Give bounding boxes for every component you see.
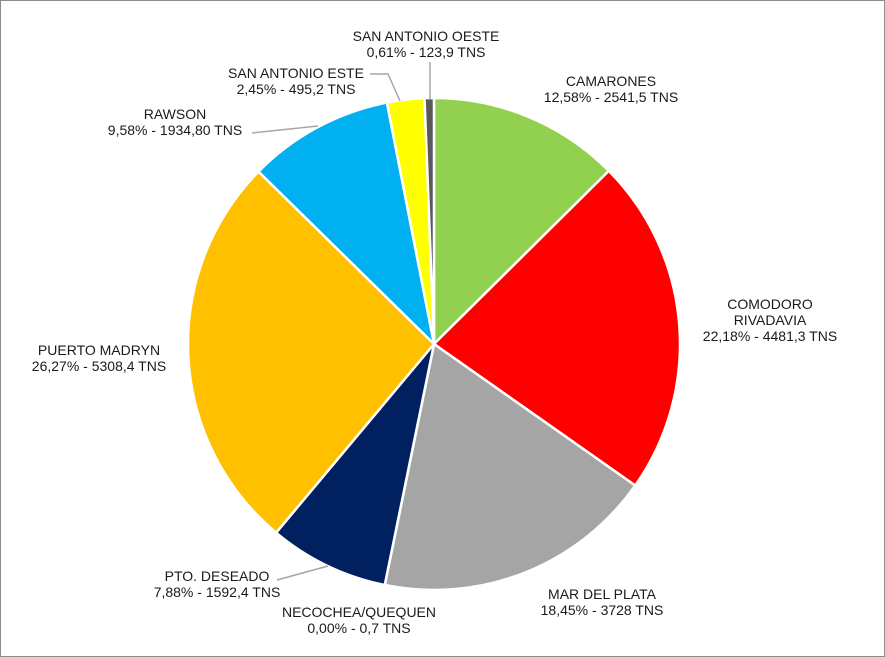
data-label-san-antonio-oeste: SAN ANTONIO OESTE 0,61% - 123,9 TNS (353, 28, 500, 60)
data-label-puerto-madryn: PUERTO MADRYN 26,27% - 5308,4 TNS (32, 342, 166, 374)
data-label-line: SAN ANTONIO ESTE (228, 65, 364, 81)
data-label-line: 22,18% - 4481,3 TNS (703, 328, 837, 344)
data-label-line: SAN ANTONIO OESTE (353, 28, 500, 44)
data-label-san-antonio-este: SAN ANTONIO ESTE 2,45% - 495,2 TNS (228, 65, 364, 97)
data-label-line: CAMARONES (566, 73, 656, 89)
data-label-line: 0,00% - 0,7 TNS (307, 620, 410, 636)
data-label-line: 12,58% - 2541,5 TNS (544, 89, 678, 105)
pie-slices (186, 96, 682, 592)
pie-slice-puerto-madryn (186, 170, 436, 534)
pie-slice-comodoro-rivadavia (432, 169, 682, 487)
data-label-necochea-quequen: NECOCHEA/QUEQUEN 0,00% - 0,7 TNS (282, 604, 436, 636)
leader-line-rawson (251, 125, 319, 134)
data-labels: CAMARONES 12,58% - 2541,5 TNS COMODORO RIVA… (32, 28, 837, 636)
data-label-line: 7,88% - 1592,4 TNS (154, 584, 281, 600)
data-label-mar-del-plata: MAR DEL PLATA 18,45% - 3728 TNS (541, 586, 664, 618)
data-label-line: COMODORO (727, 296, 813, 312)
data-label-line: PUERTO MADRYN (38, 342, 160, 358)
data-label-pto-deseado: PTO. DESEADO 7,88% - 1592,4 TNS (154, 568, 281, 600)
data-label-line: NECOCHEA/QUEQUEN (282, 604, 436, 620)
pie-slice-camarones (432, 96, 611, 346)
data-label-line: PTO. DESEADO (165, 568, 270, 584)
pie-slice-mar-del-plata (383, 342, 637, 592)
leader-line-pto-deseado (276, 565, 329, 581)
leader-lines (251, 62, 431, 581)
data-label-comodoro-rivadavia: COMODORO RIVADAVIA 22,18% - 4481,3 TNS (703, 296, 837, 344)
data-label-camarones: CAMARONES 12,58% - 2541,5 TNS (544, 73, 678, 105)
data-label-rawson: RAWSON 9,58% - 1934,80 TNS (108, 106, 242, 138)
data-label-line: 0,61% - 123,9 TNS (367, 44, 486, 60)
data-label-line: 26,27% - 5308,4 TNS (32, 358, 166, 374)
leader-line-san-antonio-este (370, 73, 401, 102)
data-label-line: RAWSON (144, 106, 206, 122)
pie-slice-rawson (257, 101, 436, 346)
data-label-line: RIVADAVIA (734, 312, 807, 328)
data-label-line: 9,58% - 1934,80 TNS (108, 122, 242, 138)
data-label-line: MAR DEL PLATA (548, 586, 657, 602)
data-label-line: 18,45% - 3728 TNS (541, 602, 664, 618)
data-label-line: 2,45% - 495,2 TNS (237, 81, 356, 97)
